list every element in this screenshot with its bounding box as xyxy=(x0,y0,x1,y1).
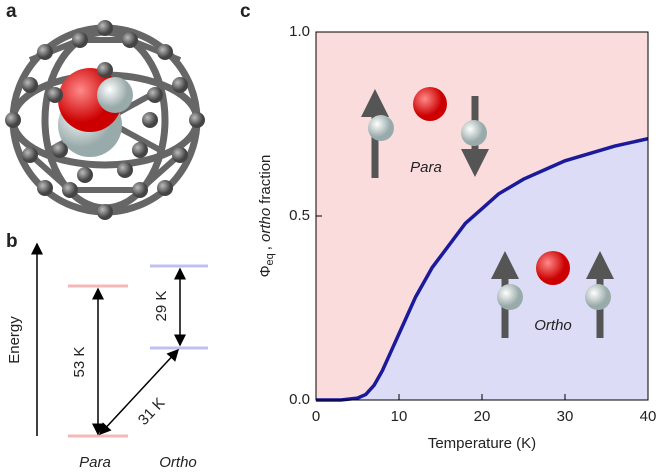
y-tick-label: 0.0 xyxy=(289,391,310,408)
state-label: Ortho xyxy=(159,454,197,471)
fullerene-molecule xyxy=(5,20,205,220)
x-axis-label: Temperature (K) xyxy=(428,435,536,452)
x-tick-label: 30 xyxy=(557,408,574,425)
transition-arrow xyxy=(98,348,180,436)
energy-label: Energy xyxy=(6,316,23,364)
ortho-fraction-line xyxy=(316,137,649,402)
y-axis-label-part: ortho xyxy=(257,208,274,242)
panel-label: a xyxy=(6,1,17,22)
y-axis-label-part: , xyxy=(257,246,274,250)
annotation: Para xyxy=(410,159,442,176)
energy-diagram: Energy 53 K 29 K 31 K Para Ortho xyxy=(6,242,208,471)
y-axis-label-part: Φ xyxy=(257,265,274,277)
annotation: Ortho xyxy=(534,317,572,334)
y-axis-label-part: fraction xyxy=(257,155,274,204)
transition-label: 53 K xyxy=(71,347,88,378)
chart: 0 10 20 30 40 0.0 0.5 1.0 Temperature (K) Φeq, ort… xyxy=(257,23,656,452)
y-axis-label: Φeq, ortho fraction xyxy=(257,155,276,278)
panel-label: b xyxy=(6,231,18,252)
y-tick-label: 0.5 xyxy=(289,207,310,224)
x-tick-label: 0 xyxy=(312,408,320,425)
x-tick-label: 20 xyxy=(474,408,491,425)
transition-label: 31 K xyxy=(135,395,168,429)
state-label: Para xyxy=(79,454,111,471)
y-axis-label-part: eq xyxy=(264,253,276,265)
x-tick-label: 10 xyxy=(391,408,408,425)
y-tick-label: 1.0 xyxy=(289,23,310,40)
transition-label: 29 K xyxy=(153,291,170,322)
x-tick-label: 40 xyxy=(640,408,657,425)
panel-label: c xyxy=(240,1,251,22)
molecule-insets xyxy=(361,87,614,338)
